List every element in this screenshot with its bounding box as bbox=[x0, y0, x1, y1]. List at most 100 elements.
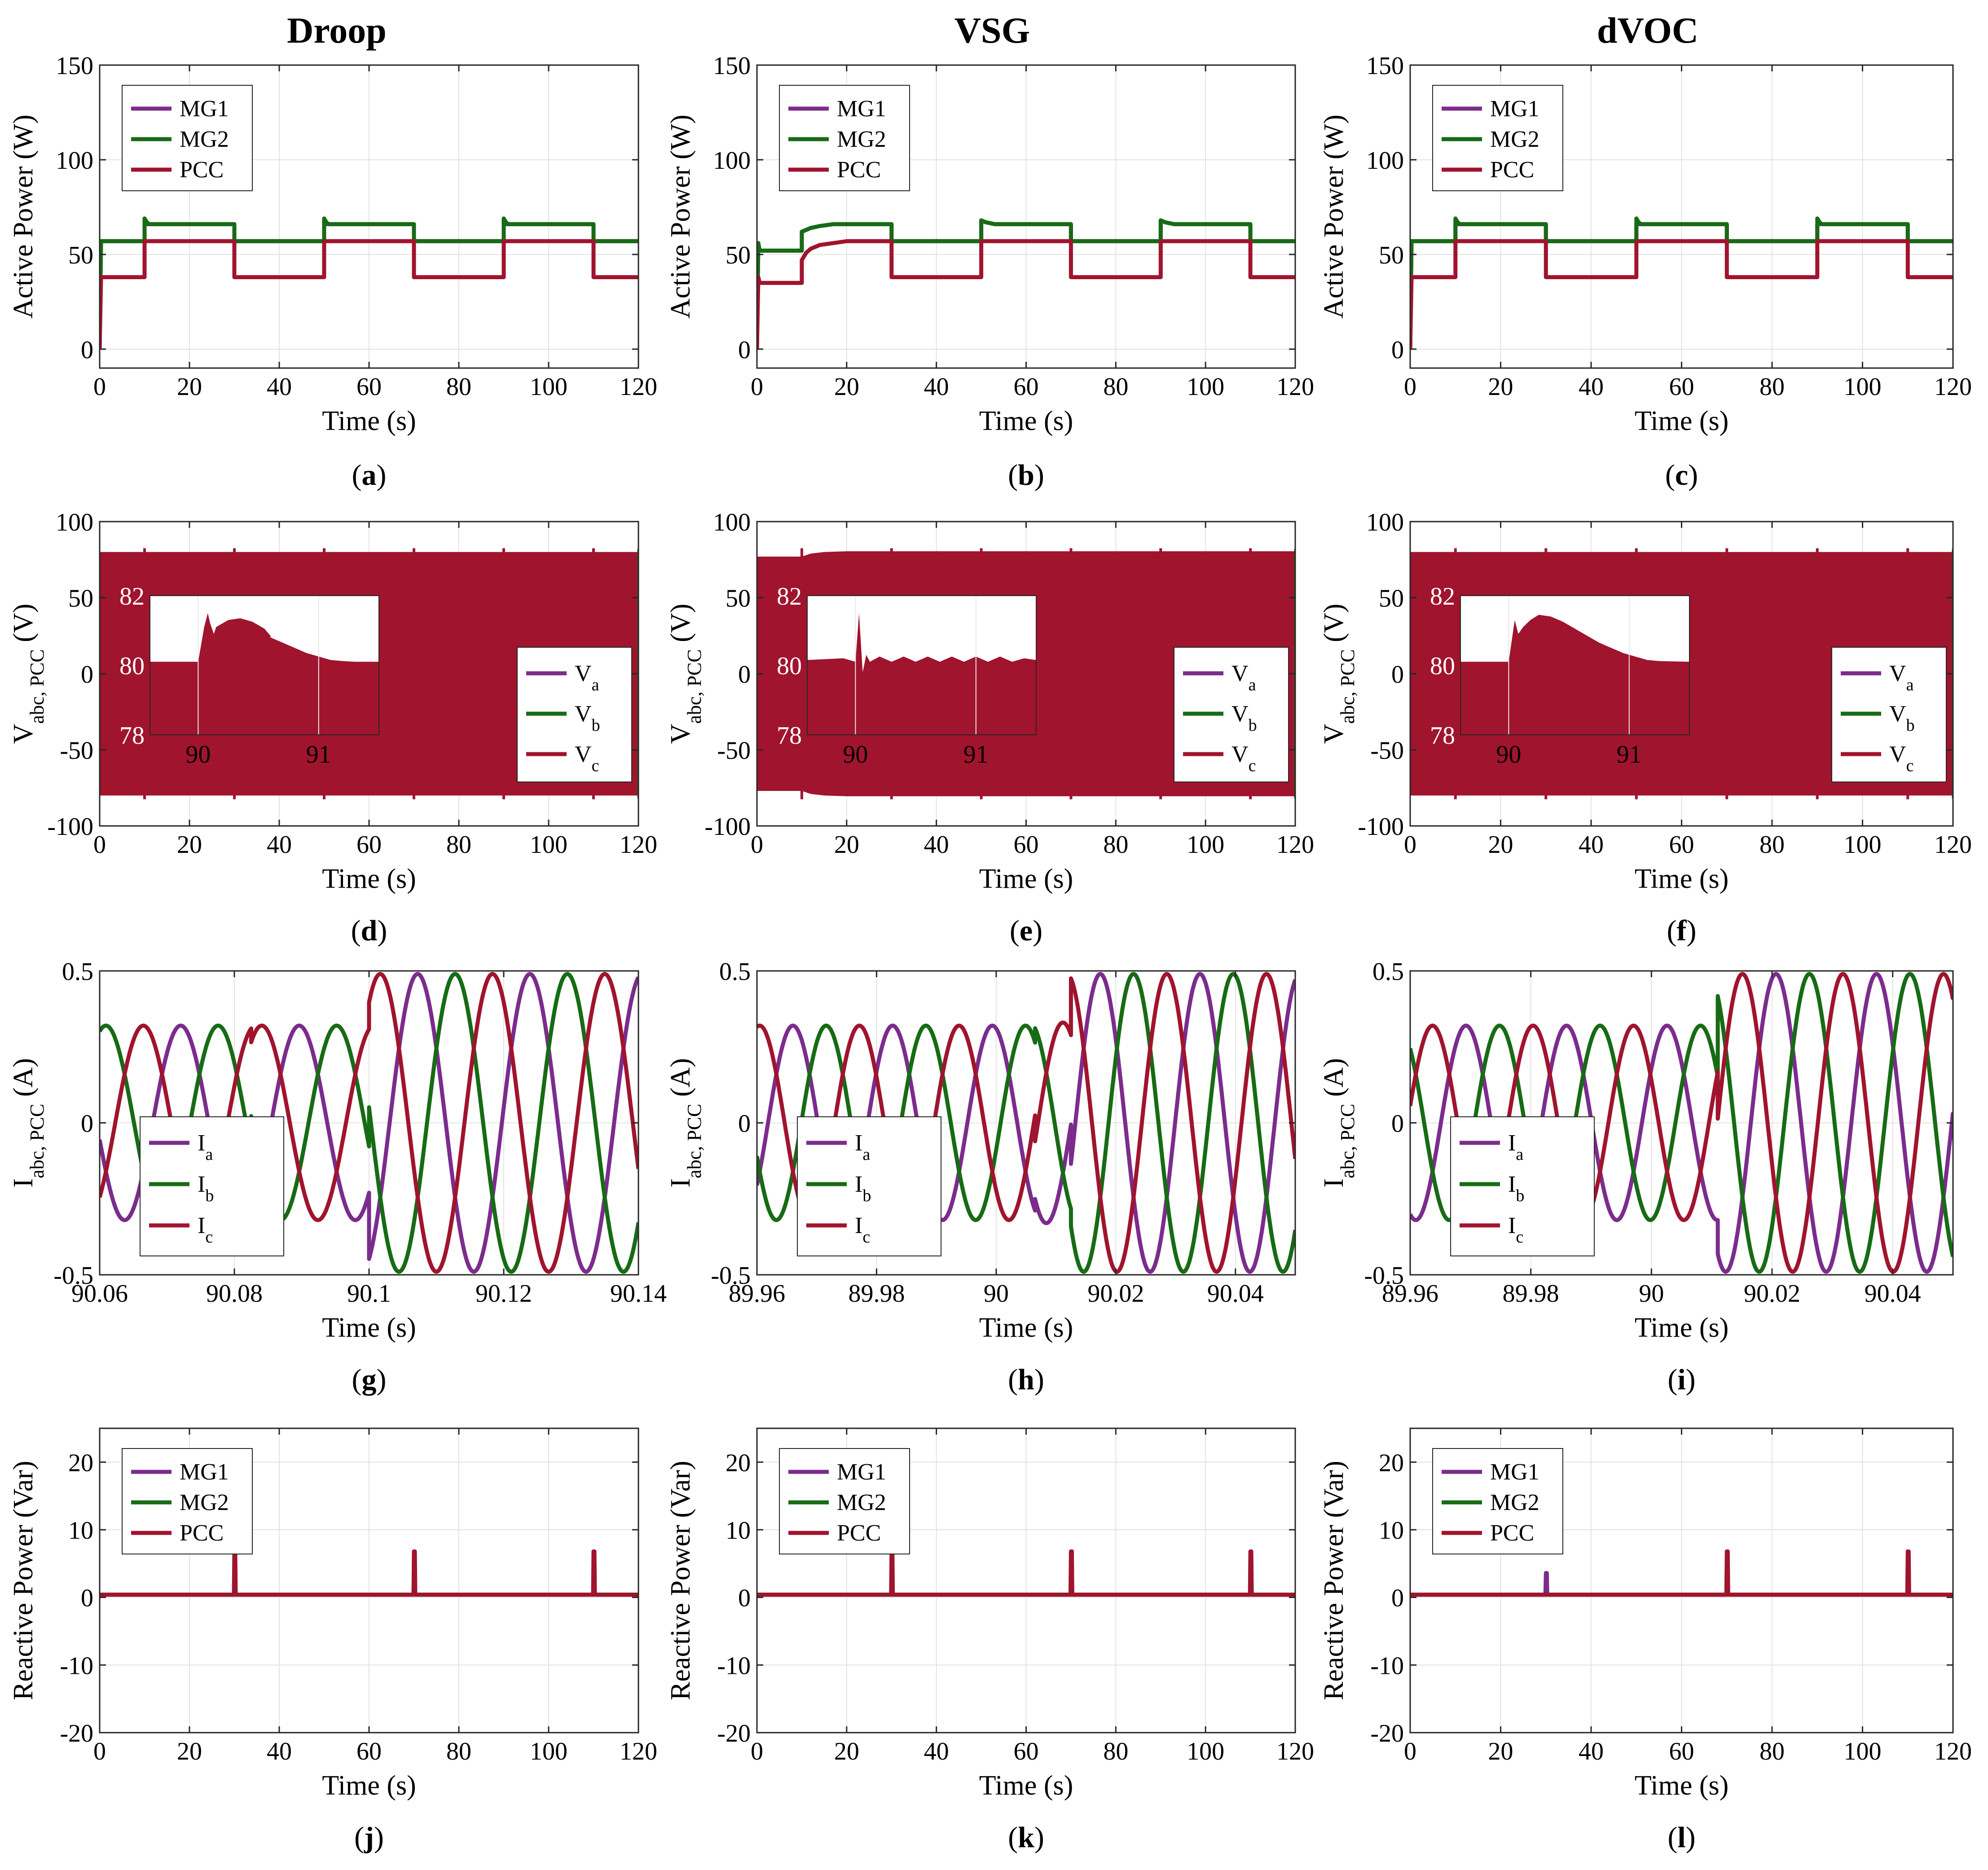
series-line-ia bbox=[100, 972, 638, 1274]
legend-label-ia: Ia bbox=[198, 1130, 213, 1164]
panel-h: 89.96 89.98 90 90.02 90.04 -0.5 0 0.5 Time (s) Ia… bbox=[665, 958, 1296, 1396]
subplot-caption: (k) bbox=[1008, 1821, 1044, 1854]
x-axis-label: Time (s) bbox=[1635, 864, 1729, 894]
x-tick-label: 20 bbox=[834, 373, 859, 401]
x-tick-label: 90.04 bbox=[1207, 1280, 1264, 1308]
x-tick-label: 90.02 bbox=[1087, 1280, 1144, 1308]
panel-l: 0 20 40 60 80 100 120 -20 -10 0 10 20 Time (s) Reacti… bbox=[1319, 1427, 1972, 1854]
inset-x-tick-label: 90 bbox=[1496, 741, 1521, 768]
x-tick-label: 100 bbox=[1187, 831, 1224, 859]
y-tick-label: -0.5 bbox=[53, 1262, 93, 1290]
x-tick-label: 90.14 bbox=[610, 1280, 667, 1308]
y-tick-label: 50 bbox=[726, 585, 751, 613]
x-tick-label: 0 bbox=[93, 373, 106, 401]
x-tick-label: 0 bbox=[93, 1738, 106, 1765]
x-tick-label: 100 bbox=[530, 831, 567, 859]
y-axis-label: Vabc, PCC (V) bbox=[8, 604, 48, 744]
subplot-caption: (h) bbox=[1008, 1363, 1044, 1396]
y-axis-label: Active Power (W) bbox=[8, 114, 39, 319]
x-tick-label: 120 bbox=[1276, 373, 1314, 401]
series-line-pcc bbox=[100, 239, 638, 349]
x-tick-label: 90.06 bbox=[71, 1280, 128, 1308]
x-tick-label: 80 bbox=[1759, 1738, 1785, 1765]
x-tick-label: 40 bbox=[267, 831, 292, 859]
y-axis-label: Vabc, PCC (V) bbox=[1319, 604, 1359, 744]
legend: Va Vb Vc bbox=[1831, 647, 1947, 782]
y-axis-label: Reactive Power (Var) bbox=[665, 1461, 696, 1700]
y-tick-label: 100 bbox=[56, 509, 93, 536]
x-tick-label: 90.12 bbox=[475, 1280, 532, 1308]
legend-label-mg1: MG1 bbox=[1490, 1459, 1539, 1485]
x-tick-label: 90.08 bbox=[206, 1280, 263, 1308]
inset-y-tick-label: 78 bbox=[119, 722, 145, 750]
series-line-mg2 bbox=[757, 218, 1295, 349]
legend-label-ib: Ib bbox=[855, 1172, 871, 1205]
x-axis-label: Time (s) bbox=[1635, 1313, 1729, 1343]
x-tick-label: 120 bbox=[620, 1738, 657, 1765]
x-tick-label: 20 bbox=[1488, 831, 1513, 859]
y-tick-label: 0 bbox=[738, 661, 751, 689]
inset-zoom: 90 91 78 80 82 bbox=[1430, 583, 1690, 768]
x-tick-label: 120 bbox=[620, 373, 657, 401]
x-tick-label: 100 bbox=[1187, 1738, 1224, 1765]
legend-label-ic: Ic bbox=[198, 1213, 213, 1247]
x-tick-label: 60 bbox=[1669, 831, 1694, 859]
x-tick-label: 20 bbox=[1488, 1738, 1513, 1765]
y-tick-label: 100 bbox=[713, 147, 751, 175]
series-line-mg2 bbox=[100, 216, 638, 349]
x-tick-label: 90 bbox=[1639, 1280, 1664, 1308]
series-line-pcc bbox=[1410, 239, 1953, 349]
x-tick-label: 0 bbox=[751, 1738, 763, 1765]
legend: MG1 MG2 PCC bbox=[122, 85, 253, 191]
y-axis-label: Iabc, PCC (A) bbox=[665, 1058, 705, 1187]
legend-label-vb: Vb bbox=[1232, 701, 1257, 735]
plot-series bbox=[100, 216, 638, 349]
legend-label-mg1: MG1 bbox=[1490, 96, 1539, 122]
inset-zoom: 90 91 78 80 82 bbox=[119, 583, 379, 768]
y-tick-label: 100 bbox=[1366, 509, 1404, 536]
legend-label-ib: Ib bbox=[198, 1172, 214, 1205]
y-tick-label: 0 bbox=[81, 1110, 93, 1138]
y-tick-label: 150 bbox=[713, 52, 751, 80]
x-tick-label: 80 bbox=[1759, 831, 1785, 859]
x-tick-label: 0 bbox=[751, 373, 763, 401]
x-tick-label: 120 bbox=[620, 831, 657, 859]
x-tick-label: 40 bbox=[1579, 1738, 1604, 1765]
legend: MG1 MG2 PCC bbox=[1432, 85, 1563, 191]
y-tick-label: 0 bbox=[81, 336, 93, 364]
y-tick-label: -0.5 bbox=[1364, 1262, 1404, 1290]
x-tick-label: 80 bbox=[446, 1738, 471, 1765]
legend-label-vc: Vc bbox=[1232, 742, 1256, 775]
column-title-droop: Droop bbox=[287, 10, 387, 51]
x-tick-label: 0 bbox=[1404, 373, 1416, 401]
x-tick-label: 40 bbox=[267, 373, 292, 401]
subplot-caption: (g) bbox=[352, 1363, 387, 1396]
inset-y-tick-label: 82 bbox=[1430, 583, 1455, 610]
legend-label-mg1: MG1 bbox=[837, 1459, 886, 1485]
x-tick-label: 60 bbox=[356, 373, 382, 401]
panel-f: 0 20 40 60 80 100 120 -100 -50 0 50 100 Time (s) Vabc… bbox=[1319, 509, 1972, 947]
legend-label-pcc: PCC bbox=[1490, 1520, 1534, 1546]
inset-x-tick-label: 90 bbox=[185, 741, 211, 768]
x-tick-label: 120 bbox=[1934, 831, 1972, 859]
y-axis-label: Reactive Power (Var) bbox=[1319, 1461, 1349, 1700]
y-tick-label: 0 bbox=[1391, 1585, 1404, 1612]
legend-label-pcc: PCC bbox=[180, 157, 224, 183]
x-tick-label: 40 bbox=[924, 1738, 949, 1765]
y-tick-label: 0 bbox=[1391, 661, 1404, 689]
x-axis-label: Time (s) bbox=[322, 864, 416, 894]
x-tick-label: 89.98 bbox=[1503, 1280, 1559, 1308]
x-tick-label: 0 bbox=[1404, 831, 1416, 859]
subplot-caption: (f) bbox=[1667, 914, 1697, 947]
series-line-mg2 bbox=[1410, 216, 1953, 349]
y-tick-label: -10 bbox=[717, 1652, 751, 1680]
legend-label-pcc: PCC bbox=[837, 1520, 881, 1546]
y-tick-label: -100 bbox=[1358, 813, 1404, 841]
x-axis-label: Time (s) bbox=[979, 1313, 1073, 1343]
x-tick-label: 89.98 bbox=[848, 1280, 905, 1308]
legend: MG1 MG2 PCC bbox=[122, 1448, 253, 1554]
y-axis-label: Active Power (W) bbox=[665, 114, 696, 319]
x-tick-label: 60 bbox=[356, 831, 382, 859]
y-tick-label: 20 bbox=[1379, 1449, 1404, 1477]
inset-y-tick-label: 80 bbox=[1430, 652, 1455, 680]
